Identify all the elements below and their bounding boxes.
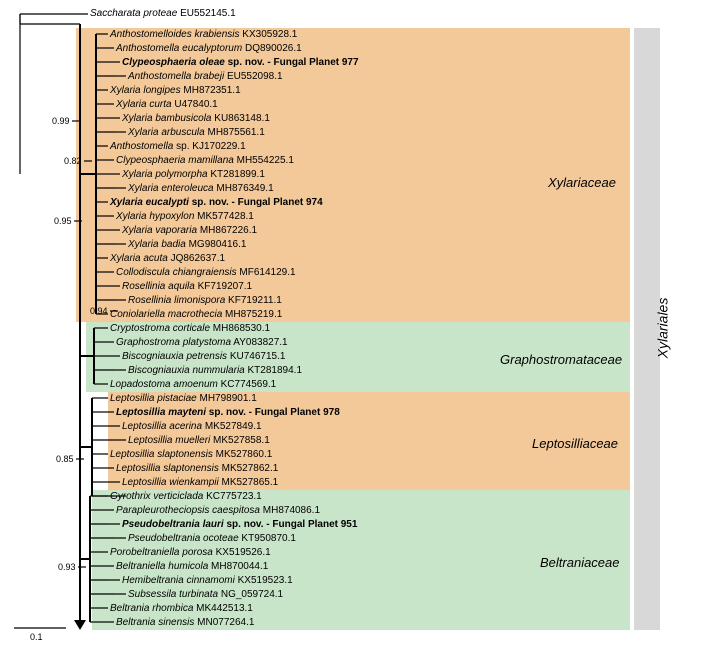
tree-lines: [0, 0, 713, 648]
phylo-tree: Xylariales XylariaceaeAnthostomelloides …: [0, 0, 713, 648]
scale-label: 0.1: [30, 632, 43, 642]
